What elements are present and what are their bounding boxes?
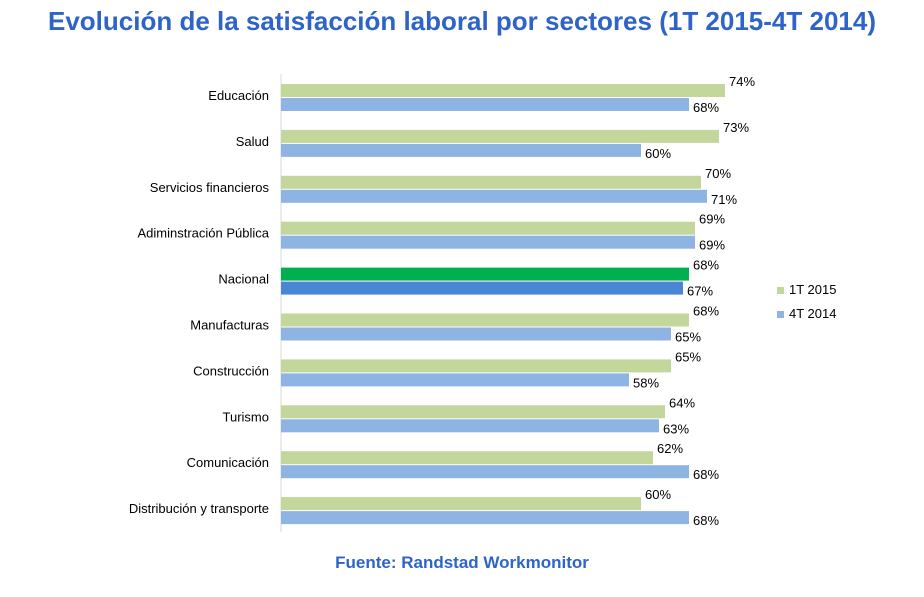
- bar-series-2: [281, 281, 683, 295]
- bars-group: Educación 74% 68% Salud 73% 60% Servicios fina…: [129, 74, 756, 528]
- bar-series-2: [281, 143, 641, 157]
- bar-series-1: [281, 497, 641, 511]
- bar-series-2: [281, 465, 689, 479]
- bar-series-1: [281, 129, 719, 143]
- data-label: 70%: [705, 166, 731, 181]
- data-label: 65%: [675, 330, 701, 345]
- legend: 1T 2015 4T 2014: [777, 282, 836, 321]
- category-label: Manufacturas: [190, 318, 269, 333]
- bar-series-2: [281, 98, 689, 111]
- legend-swatch: [777, 311, 784, 318]
- data-label: 60%: [645, 146, 671, 161]
- bar-series-2: [281, 327, 671, 341]
- data-label: 68%: [693, 100, 719, 115]
- data-label: 62%: [657, 441, 683, 456]
- bar-series-1: [281, 267, 689, 281]
- category-label: Distribución y transporte: [129, 501, 269, 516]
- chart-title: Evolución de la satisfacción laboral por…: [48, 6, 876, 36]
- data-label: 69%: [699, 212, 725, 227]
- data-label: 67%: [687, 284, 713, 299]
- bar-series-2: [281, 419, 659, 433]
- data-label: 60%: [645, 487, 671, 502]
- category-label: Adiminstración Pública: [137, 226, 269, 241]
- data-label: 68%: [693, 258, 719, 273]
- category-label: Construcción: [193, 363, 269, 378]
- category-label: Turismo: [223, 409, 269, 424]
- data-label: 64%: [669, 395, 695, 410]
- category-label: Nacional: [218, 272, 269, 287]
- data-label: 73%: [723, 120, 749, 135]
- data-label: 58%: [633, 375, 659, 390]
- data-label: 65%: [675, 349, 701, 364]
- data-label: 68%: [693, 467, 719, 482]
- bar-series-1: [281, 405, 665, 419]
- category-label: Educación: [208, 88, 269, 103]
- bar-series-1: [281, 313, 689, 327]
- data-label: 68%: [693, 304, 719, 319]
- data-label: 71%: [711, 192, 737, 207]
- bar-series-1: [281, 451, 653, 465]
- category-label: Comunicación: [187, 455, 269, 470]
- bar-series-1: [281, 84, 725, 97]
- bar-series-1: [281, 221, 695, 235]
- category-label: Salud: [236, 134, 269, 149]
- bar-series-2: [281, 511, 689, 525]
- chart-source: Fuente: Randstad Workmonitor: [335, 553, 589, 572]
- bar-series-1: [281, 359, 671, 373]
- legend-label: 1T 2015: [789, 282, 836, 297]
- bar-series-2: [281, 373, 629, 387]
- data-label: 68%: [693, 513, 719, 528]
- data-label: 63%: [663, 421, 689, 436]
- bar-series-2: [281, 189, 707, 203]
- data-label: 74%: [729, 74, 755, 89]
- legend-label: 4T 2014: [789, 306, 836, 321]
- category-label: Servicios financieros: [150, 180, 270, 195]
- legend-swatch: [777, 287, 784, 294]
- bar-series-2: [281, 235, 695, 249]
- bar-series-1: [281, 175, 701, 189]
- data-label: 69%: [699, 238, 725, 253]
